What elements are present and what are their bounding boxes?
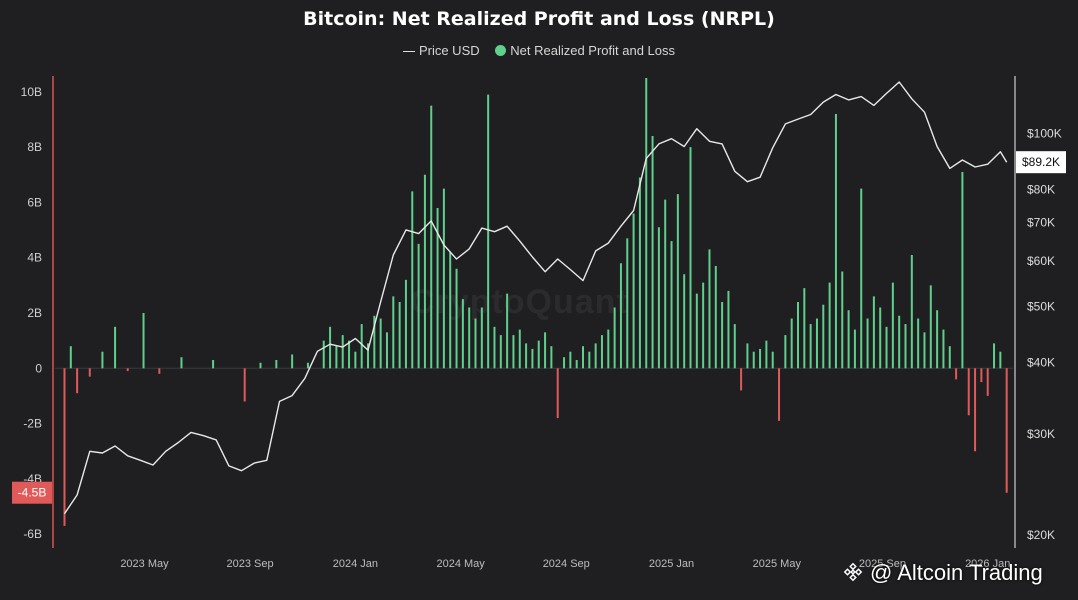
legend-item-nrpl[interactable]: Net Realized Profit and Loss (495, 43, 675, 58)
right-axis-tick: $100K (1027, 127, 1062, 141)
right-axis-tick: $70K (1027, 216, 1055, 230)
x-axis-tick: 2024 Sep (543, 558, 590, 570)
left-axis-tick: 10B (21, 85, 42, 99)
left-axis-tick: -2B (23, 417, 42, 431)
nrpl-dot-swatch-icon (495, 45, 507, 56)
left-axis-tick: 6B (27, 195, 42, 209)
left-axis-tick: -6B (23, 527, 42, 541)
nrpl-bars (63, 78, 1008, 526)
right-axis-ticks: $100K $80K $70K $60K $50K $40K $30K $20K (1027, 127, 1062, 543)
right-axis-tick: $20K (1027, 528, 1055, 542)
attribution-text: @ Altcoin Trading (870, 560, 1043, 585)
x-axis-tick: 2026 Jan (965, 558, 1010, 570)
right-badge-background (1016, 151, 1066, 174)
right-axis-tick: $30K (1027, 427, 1055, 441)
x-axis-tick: 2025 Jan (649, 558, 694, 570)
right-axis-tick: $40K (1027, 355, 1055, 369)
watermark: CryptoQuant (410, 283, 629, 321)
chart-title: Bitcoin: Net Realized Profit and Loss (N… (303, 8, 775, 30)
attribution: @ Altcoin Trading (842, 560, 1043, 586)
price-line (63, 81, 1008, 515)
left-axis-tick: 2B (27, 306, 42, 320)
left-axis-tick: 8B (27, 140, 42, 154)
chart-legend: Price USD Net Realized Profit and Loss (0, 43, 1078, 58)
x-axis-tick: 2025 May (753, 558, 802, 570)
legend-item-price[interactable]: Price USD (402, 43, 480, 58)
right-axis-tick: $50K (1027, 300, 1055, 314)
right-axis-tick: $60K (1027, 254, 1055, 268)
right-badge-text: $89.2K (1022, 155, 1060, 169)
right-value-badge: $89.2K (1016, 151, 1066, 174)
x-axis-ticks: 2023 May 2023 Sep 2024 Jan 2024 May 2024 Sep… (120, 558, 1010, 570)
left-value-badge: -4.5B (12, 481, 52, 504)
x-axis-tick: 2024 May (436, 558, 485, 570)
left-axis-tick: 4B (27, 251, 42, 265)
x-axis-tick: 2023 May (120, 558, 169, 570)
left-badge-text: -4.5B (18, 486, 47, 500)
left-badge-background (12, 481, 52, 504)
binance-logo-icon (843, 562, 863, 582)
x-axis-tick: 2023 Sep (227, 558, 274, 570)
legend-label-nrpl: Net Realized Profit and Loss (510, 43, 676, 58)
left-axis-tick: 0 (35, 361, 42, 375)
x-axis-tick: 2025 Sep (859, 558, 906, 570)
right-axis-tick: $80K (1027, 182, 1055, 196)
legend-label-price: Price USD (418, 43, 480, 58)
x-axis-tick: 2024 Jan (333, 558, 378, 570)
price-line-swatch-icon (402, 51, 415, 53)
